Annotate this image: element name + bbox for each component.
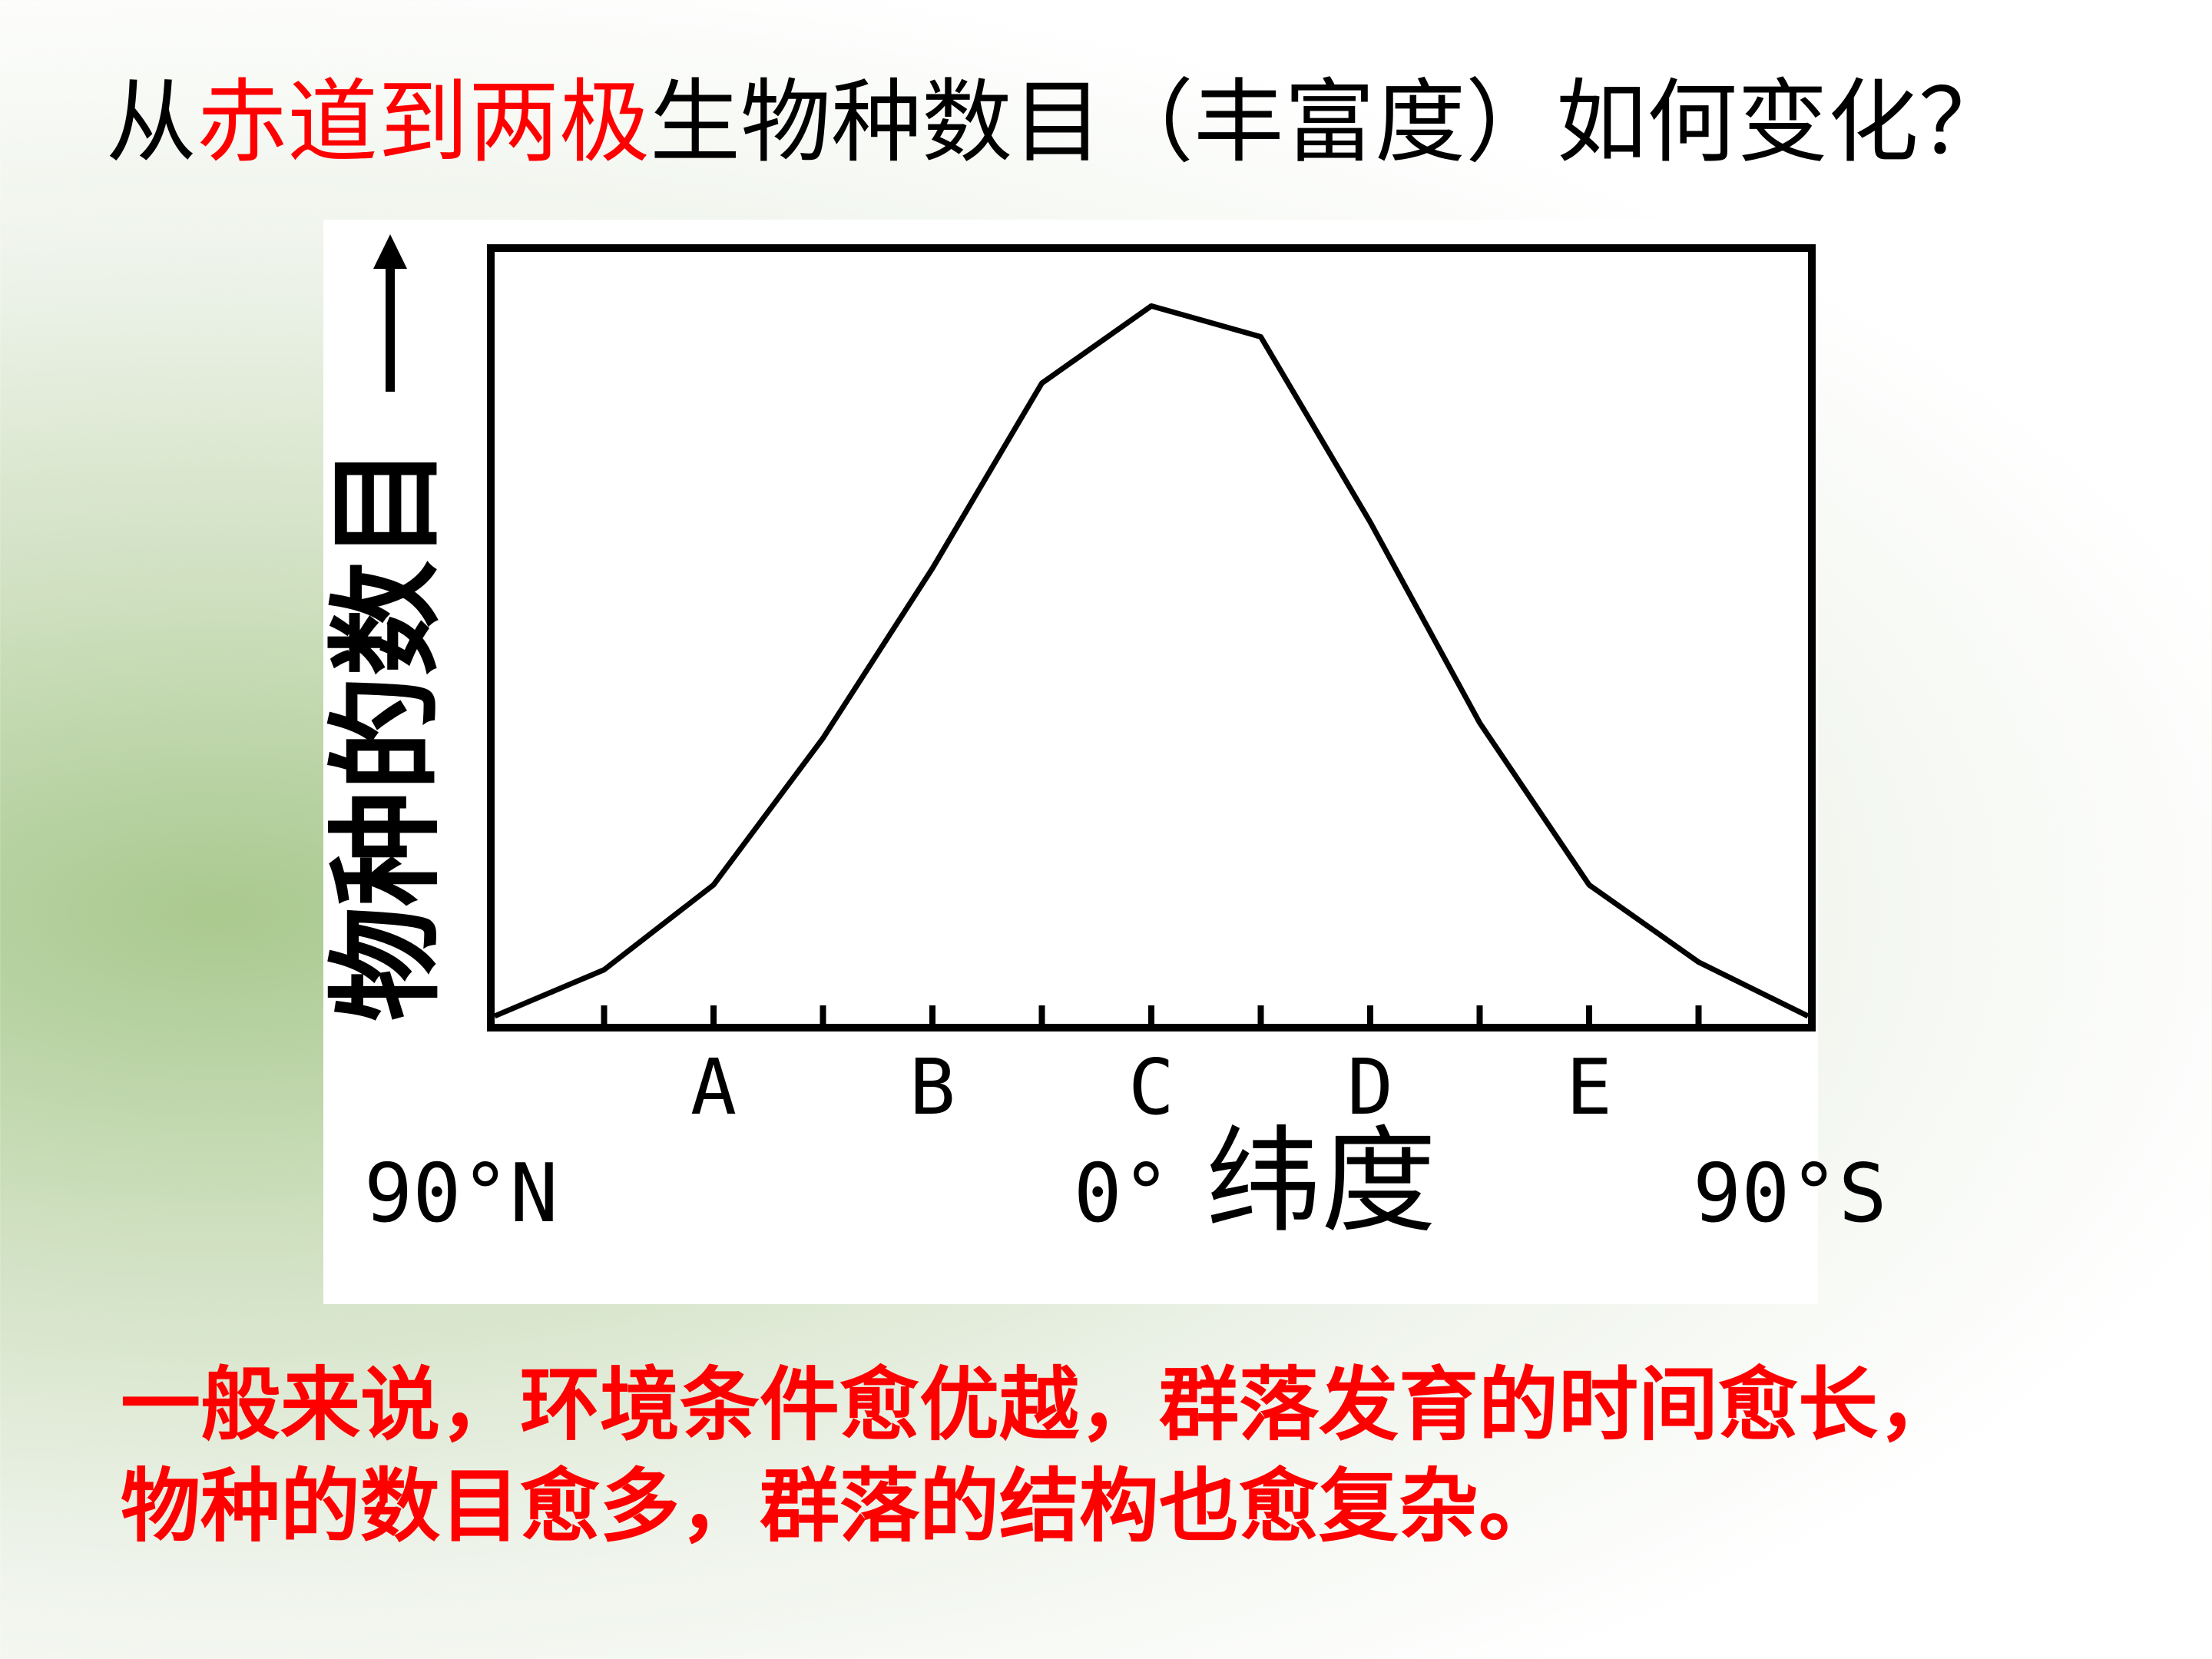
x-axis-label: 纬度 <box>1206 1115 1436 1249</box>
y-axis-label: 物种的数目 <box>320 445 454 1022</box>
title-part: 赤道到两极 <box>197 69 650 175</box>
chart-panel <box>323 220 1818 1304</box>
y-axis-arrowhead <box>373 234 407 269</box>
data-line <box>493 303 1810 1019</box>
note-line: 一般来说，环境条件愈优越，群落发育的时间愈长， <box>121 1358 1958 1452</box>
x-tick-label: C <box>1128 1042 1174 1132</box>
latitude-label: 90°N <box>364 1147 558 1240</box>
notes: 一般来说，环境条件愈优越，群落发育的时间愈长，物种的数目愈多，群落的结构也愈复杂… <box>121 1358 1958 1553</box>
slide-title: 从赤道到两极生物种数目（丰富度）如何变化？ <box>106 69 2009 175</box>
x-tick-label: D <box>1347 1042 1393 1132</box>
x-tick-label: E <box>1566 1042 1612 1132</box>
latitude-label: 90°S <box>1693 1147 1887 1240</box>
x-tick-label: B <box>909 1042 955 1132</box>
note-line: 物种的数目愈多，群落的结构也愈复杂。 <box>121 1459 1558 1553</box>
title-part: 生物种数目（丰富度）如何变化？ <box>650 69 2009 175</box>
latitude-label: 0° <box>1074 1147 1171 1240</box>
plot-frame <box>487 244 1816 1031</box>
title-part: 从 <box>106 69 197 175</box>
x-tick-label: A <box>690 1042 737 1132</box>
